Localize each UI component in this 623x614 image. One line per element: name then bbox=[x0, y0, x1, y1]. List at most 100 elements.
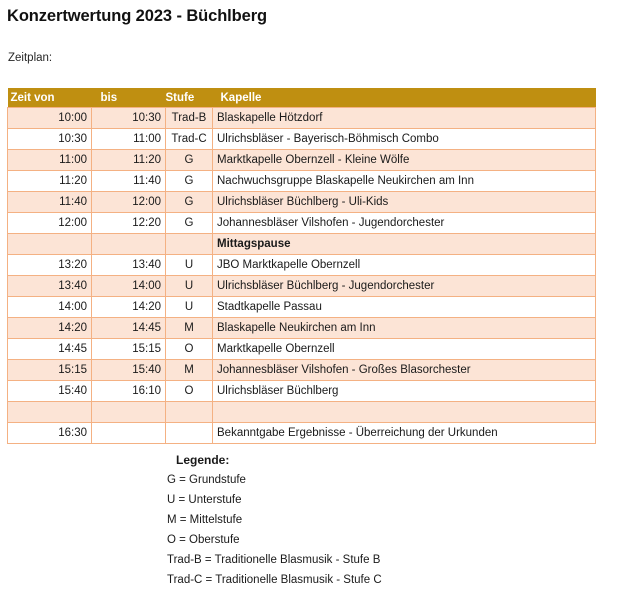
cell-kapelle: Marktkapelle Obernzell bbox=[212, 338, 596, 360]
cell-bis: 15:15 bbox=[91, 338, 166, 360]
cell-kapelle: Johannesbläser Vilshofen - Jugendorchest… bbox=[212, 212, 596, 234]
cell-kapelle: Ulrichsbläser - Bayerisch-Böhmisch Combo bbox=[212, 128, 596, 150]
legend-entry-list: G = Grundstufe U = Unterstufe M = Mittelst… bbox=[167, 470, 382, 590]
table-row: 10:00 10:30 Trad-B Blaskapelle Hötzdorf bbox=[7, 107, 596, 129]
cell-stufe bbox=[165, 422, 213, 444]
cell-zeit-von bbox=[7, 401, 92, 423]
table-row: 14:45 15:15 O Marktkapelle Obernzell bbox=[7, 338, 596, 360]
cell-bis: 12:20 bbox=[91, 212, 166, 234]
cell-zeit-von: 15:15 bbox=[7, 359, 92, 381]
cell-kapelle: Ulrichsbläser Büchlberg - Uli-Kids bbox=[212, 191, 596, 213]
cell-stufe: M bbox=[165, 359, 213, 381]
cell-kapelle: Stadtkapelle Passau bbox=[212, 296, 596, 318]
cell-kapelle: Bekanntgabe Ergebnisse - Überreichung de… bbox=[212, 422, 596, 444]
legend-entry: G = Grundstufe bbox=[167, 474, 246, 486]
schedule-table-container: Zeit von bis Stufe Kapelle 10:00 10:30 Tra… bbox=[7, 88, 596, 444]
column-header-bis: bis bbox=[91, 88, 166, 108]
cell-bis: 13:40 bbox=[91, 254, 166, 276]
cell-zeit-von: 14:00 bbox=[7, 296, 92, 318]
cell-zeit-von: 14:20 bbox=[7, 317, 92, 339]
cell-bis: 10:30 bbox=[91, 107, 166, 129]
cell-bis: 14:45 bbox=[91, 317, 166, 339]
cell-bis: 14:00 bbox=[91, 275, 166, 297]
cell-zeit-von: 10:00 bbox=[7, 107, 92, 129]
table-row: 12:00 12:20 G Johannesbläser Vilshofen - Ju… bbox=[7, 212, 596, 234]
cell-zeit-von: 15:40 bbox=[7, 380, 92, 402]
table-row bbox=[7, 401, 596, 423]
cell-zeit-von: 11:00 bbox=[7, 149, 92, 171]
table-body: 10:00 10:30 Trad-B Blaskapelle Hötzdorf 10:3… bbox=[7, 107, 596, 444]
cell-stufe: Trad-B bbox=[165, 107, 213, 129]
column-header-stufe: Stufe bbox=[165, 88, 213, 108]
cell-stufe bbox=[165, 401, 213, 423]
cell-zeit-von: 11:40 bbox=[7, 191, 92, 213]
page-title: Konzertwertung 2023 - Büchlberg bbox=[7, 7, 268, 25]
cell-zeit-von: 16:30 bbox=[7, 422, 92, 444]
legend-entry: Trad-C = Traditionelle Blasmusik - Stufe… bbox=[167, 574, 382, 586]
cell-stufe: G bbox=[165, 191, 213, 213]
table-row: 16:30 Bekanntgabe Ergebnisse - Überreichu… bbox=[7, 422, 596, 444]
table-row: 14:20 14:45 M Blaskapelle Neukirchen am Inn bbox=[7, 317, 596, 339]
legend-entry: M = Mittelstufe bbox=[167, 514, 243, 526]
cell-zeit-von: 10:30 bbox=[7, 128, 92, 150]
cell-kapelle bbox=[212, 401, 596, 423]
cell-bis: 11:00 bbox=[91, 128, 166, 150]
cell-kapelle: Blaskapelle Hötzdorf bbox=[212, 107, 596, 129]
cell-stufe: M bbox=[165, 317, 213, 339]
cell-zeit-von: 14:45 bbox=[7, 338, 92, 360]
cell-stufe: O bbox=[165, 338, 213, 360]
cell-kapelle: Ulrichsbläser Büchlberg - Jugendorcheste… bbox=[212, 275, 596, 297]
table-row: 10:30 11:00 Trad-C Ulrichsbläser - Bayerisc… bbox=[7, 128, 596, 150]
legend-entry: O = Oberstufe bbox=[167, 534, 240, 546]
cell-bis: 14:20 bbox=[91, 296, 166, 318]
cell-zeit-von: 11:20 bbox=[7, 170, 92, 192]
table-row: 11:40 12:00 G Ulrichsbläser Büchlberg - Uli… bbox=[7, 191, 596, 213]
cell-kapelle: Mittagspause bbox=[212, 233, 596, 255]
legend-entry: U = Unterstufe bbox=[167, 494, 242, 506]
cell-stufe: U bbox=[165, 275, 213, 297]
cell-kapelle: Blaskapelle Neukirchen am Inn bbox=[212, 317, 596, 339]
cell-stufe: G bbox=[165, 212, 213, 234]
cell-bis: 15:40 bbox=[91, 359, 166, 381]
cell-stufe: O bbox=[165, 380, 213, 402]
column-header-zeit-von: Zeit von bbox=[7, 88, 92, 108]
legend: Legende: G = Grundstufe U = Unterstufe M =… bbox=[167, 450, 382, 590]
cell-bis bbox=[91, 401, 166, 423]
cell-stufe: U bbox=[165, 296, 213, 318]
cell-bis bbox=[91, 233, 166, 255]
schedule-table: Zeit von bis Stufe Kapelle 10:00 10:30 Tra… bbox=[7, 88, 596, 444]
table-row: 14:00 14:20 U Stadtkapelle Passau bbox=[7, 296, 596, 318]
cell-zeit-von: 13:20 bbox=[7, 254, 92, 276]
table-header-row: Zeit von bis Stufe Kapelle bbox=[7, 88, 596, 108]
cell-stufe: G bbox=[165, 170, 213, 192]
cell-bis: 12:00 bbox=[91, 191, 166, 213]
table-head: Zeit von bis Stufe Kapelle bbox=[7, 88, 596, 108]
legend-entry: Trad-B = Traditionelle Blasmusik - Stufe… bbox=[167, 554, 381, 566]
cell-bis: 16:10 bbox=[91, 380, 166, 402]
table-row: Mittagspause bbox=[7, 233, 596, 255]
cell-bis bbox=[91, 422, 166, 444]
cell-zeit-von: 13:40 bbox=[7, 275, 92, 297]
cell-stufe: U bbox=[165, 254, 213, 276]
cell-stufe: Trad-C bbox=[165, 128, 213, 150]
cell-kapelle: Ulrichsbläser Büchlberg bbox=[212, 380, 596, 402]
cell-zeit-von bbox=[7, 233, 92, 255]
table-row: 15:15 15:40 M Johannesbläser Vilshofen - Gr… bbox=[7, 359, 596, 381]
cell-zeit-von: 12:00 bbox=[7, 212, 92, 234]
cell-stufe: G bbox=[165, 149, 213, 171]
table-row: 15:40 16:10 O Ulrichsbläser Büchlberg bbox=[7, 380, 596, 402]
column-header-kapelle: Kapelle bbox=[212, 88, 596, 108]
cell-bis: 11:40 bbox=[91, 170, 166, 192]
table-row: 13:20 13:40 U JBO Marktkapelle Obernzell bbox=[7, 254, 596, 276]
table-row: 13:40 14:00 U Ulrichsbläser Büchlberg - Jug… bbox=[7, 275, 596, 297]
cell-kapelle: JBO Marktkapelle Obernzell bbox=[212, 254, 596, 276]
schedule-label: Zeitplan: bbox=[8, 52, 53, 64]
cell-kapelle: Marktkapelle Obernzell - Kleine Wölfe bbox=[212, 149, 596, 171]
cell-stufe bbox=[165, 233, 213, 255]
cell-kapelle: Johannesbläser Vilshofen - Großes Blasor… bbox=[212, 359, 596, 381]
table-row: 11:00 11:20 G Marktkapelle Obernzell - Klei… bbox=[7, 149, 596, 171]
table-row: 11:20 11:40 G Nachwuchsgruppe Blaskapelle N… bbox=[7, 170, 596, 192]
cell-bis: 11:20 bbox=[91, 149, 166, 171]
legend-title: Legende: bbox=[176, 453, 230, 467]
cell-kapelle: Nachwuchsgruppe Blaskapelle Neukirchen a… bbox=[212, 170, 596, 192]
